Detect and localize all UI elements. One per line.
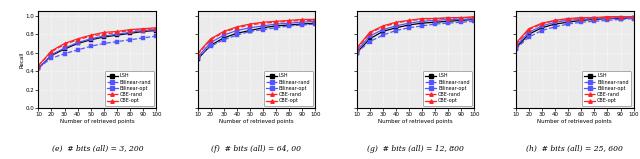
X-axis label: Number of retrieved points: Number of retrieved points: [378, 119, 453, 124]
Y-axis label: Recall: Recall: [19, 52, 24, 68]
Legend: LSH, Bilinear-rand, Bilinear-opt, CBE-rand, CBE-opt: LSH, Bilinear-rand, Bilinear-opt, CBE-ra…: [264, 71, 313, 106]
X-axis label: Number of retrieved points: Number of retrieved points: [60, 119, 134, 124]
Text: (h)  # bits (all) = 25, 600: (h) # bits (all) = 25, 600: [526, 145, 623, 153]
X-axis label: Number of retrieved points: Number of retrieved points: [538, 119, 612, 124]
X-axis label: Number of retrieved points: Number of retrieved points: [219, 119, 294, 124]
Legend: LSH, Bilinear-rand, Bilinear-opt, CBE-rand, CBE-opt: LSH, Bilinear-rand, Bilinear-opt, CBE-ra…: [582, 71, 631, 106]
Text: (e)  # bits (all) = 3, 200: (e) # bits (all) = 3, 200: [51, 145, 143, 153]
Legend: LSH, Bilinear-rand, Bilinear-opt, CBE-rand, CBE-opt: LSH, Bilinear-rand, Bilinear-opt, CBE-ra…: [105, 71, 154, 106]
Text: (g)  # bits (all) = 12, 800: (g) # bits (all) = 12, 800: [367, 145, 464, 153]
Legend: LSH, Bilinear-rand, Bilinear-opt, CBE-rand, CBE-opt: LSH, Bilinear-rand, Bilinear-opt, CBE-ra…: [423, 71, 472, 106]
Text: (f)  # bits (all) = 64, 00: (f) # bits (all) = 64, 00: [211, 145, 301, 153]
